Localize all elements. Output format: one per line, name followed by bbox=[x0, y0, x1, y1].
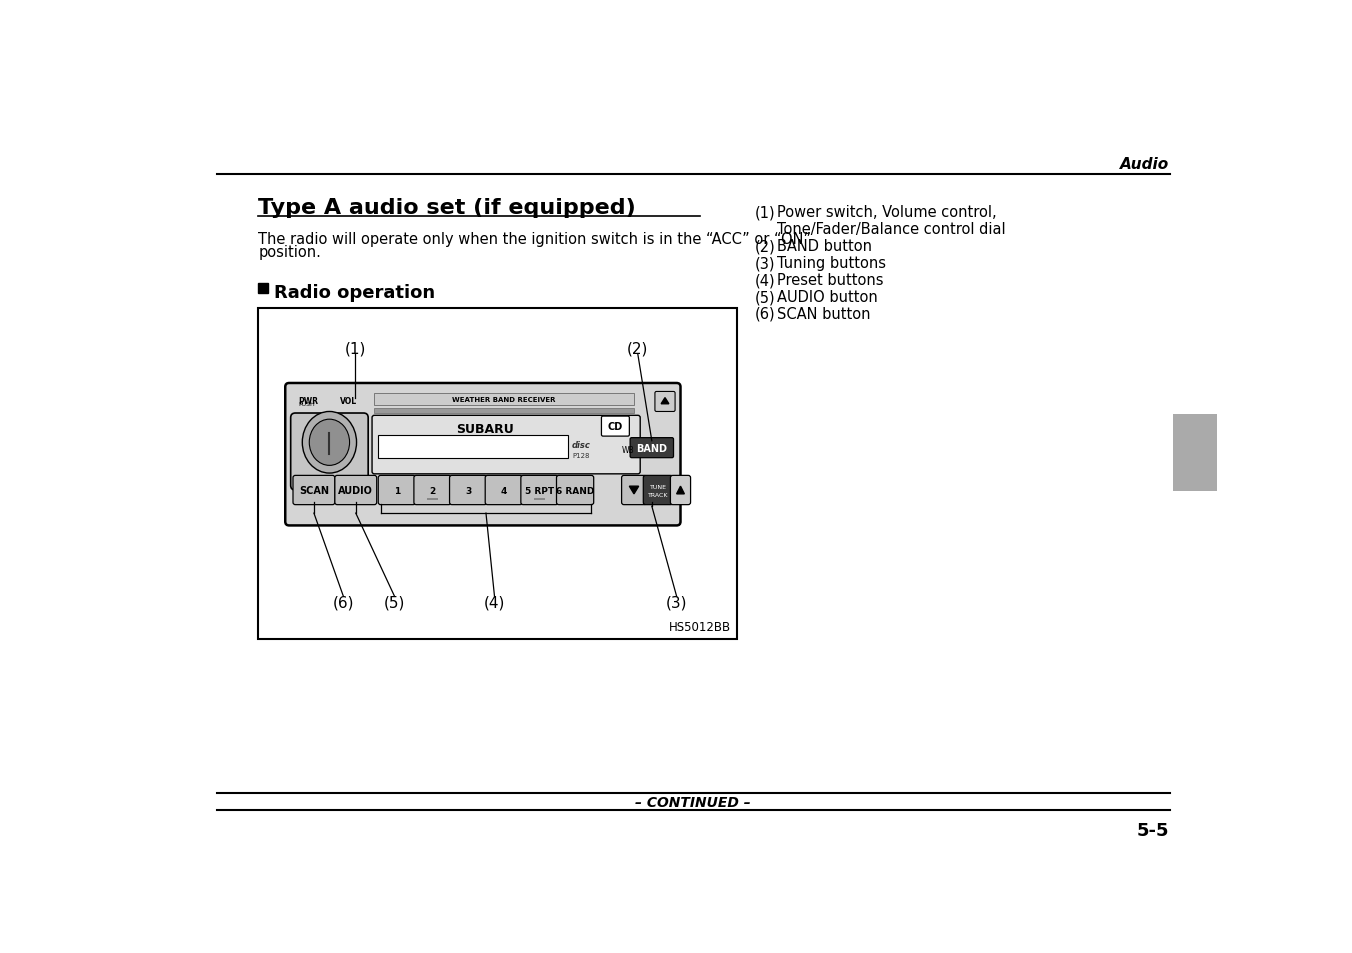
Text: position.: position. bbox=[258, 245, 320, 260]
Text: HS5012BB: HS5012BB bbox=[669, 620, 731, 634]
FancyBboxPatch shape bbox=[293, 476, 335, 505]
Text: (3): (3) bbox=[667, 596, 687, 610]
Text: P128: P128 bbox=[572, 452, 589, 458]
FancyBboxPatch shape bbox=[335, 476, 377, 505]
Bar bbox=[258, 309, 737, 639]
Text: CD: CD bbox=[608, 421, 623, 432]
Text: TUNE: TUNE bbox=[649, 484, 667, 489]
Bar bbox=[379, 436, 568, 458]
Text: 1: 1 bbox=[393, 486, 400, 495]
FancyBboxPatch shape bbox=[644, 476, 673, 505]
Text: PUSH: PUSH bbox=[299, 402, 315, 407]
FancyBboxPatch shape bbox=[450, 476, 487, 505]
Text: Audio: Audio bbox=[1119, 156, 1168, 172]
Text: The radio will operate only when the ignition switch is in the “ACC” or “ON”: The radio will operate only when the ign… bbox=[258, 232, 811, 246]
FancyBboxPatch shape bbox=[602, 416, 629, 436]
Text: Radio operation: Radio operation bbox=[274, 284, 435, 301]
FancyBboxPatch shape bbox=[671, 476, 691, 505]
Bar bbox=[427, 498, 438, 500]
Text: – CONTINUED –: – CONTINUED – bbox=[635, 795, 750, 809]
Bar bbox=[375, 394, 634, 406]
Text: (5): (5) bbox=[384, 596, 406, 610]
Ellipse shape bbox=[303, 412, 357, 474]
Text: Tone/Fader/Balance control dial: Tone/Fader/Balance control dial bbox=[776, 222, 1006, 237]
FancyBboxPatch shape bbox=[557, 476, 594, 505]
Ellipse shape bbox=[310, 419, 350, 466]
Bar bbox=[258, 284, 268, 294]
FancyBboxPatch shape bbox=[654, 392, 675, 412]
Text: AUDIO: AUDIO bbox=[338, 485, 373, 496]
Text: (1): (1) bbox=[345, 341, 365, 356]
Bar bbox=[375, 408, 634, 414]
Text: 5 RPT: 5 RPT bbox=[525, 486, 554, 495]
Text: (4): (4) bbox=[484, 596, 506, 610]
FancyBboxPatch shape bbox=[285, 383, 680, 526]
Text: BAND button: BAND button bbox=[776, 239, 872, 253]
Text: BAND: BAND bbox=[637, 443, 668, 454]
Text: 5-5: 5-5 bbox=[1136, 821, 1168, 839]
Text: (6): (6) bbox=[333, 596, 354, 610]
Bar bbox=[534, 498, 545, 500]
Bar bbox=[1172, 415, 1217, 491]
Text: (5): (5) bbox=[754, 290, 776, 305]
Text: VOL: VOL bbox=[339, 396, 357, 406]
FancyBboxPatch shape bbox=[414, 476, 452, 505]
Text: Preset buttons: Preset buttons bbox=[776, 273, 883, 288]
FancyBboxPatch shape bbox=[521, 476, 558, 505]
FancyBboxPatch shape bbox=[622, 476, 646, 505]
Text: Tuning buttons: Tuning buttons bbox=[776, 256, 886, 271]
Polygon shape bbox=[629, 487, 638, 495]
Text: SCAN button: SCAN button bbox=[776, 307, 871, 322]
FancyBboxPatch shape bbox=[291, 414, 368, 491]
Text: (1): (1) bbox=[754, 205, 776, 220]
Text: (2): (2) bbox=[754, 239, 776, 253]
Text: AUDIO button: AUDIO button bbox=[776, 290, 877, 305]
Text: 2: 2 bbox=[430, 486, 435, 495]
Text: SUBARU: SUBARU bbox=[456, 422, 514, 436]
Text: 4: 4 bbox=[500, 486, 507, 495]
Text: 3: 3 bbox=[465, 486, 472, 495]
Text: PWR: PWR bbox=[299, 396, 319, 406]
Polygon shape bbox=[661, 398, 669, 404]
Text: TRACK: TRACK bbox=[648, 493, 668, 497]
Text: (6): (6) bbox=[754, 307, 776, 322]
FancyBboxPatch shape bbox=[485, 476, 522, 505]
Text: 6 RAND: 6 RAND bbox=[556, 486, 595, 495]
Text: (3): (3) bbox=[754, 256, 776, 271]
FancyBboxPatch shape bbox=[630, 438, 673, 458]
Text: SCAN: SCAN bbox=[299, 485, 329, 496]
Text: Power switch, Volume control,: Power switch, Volume control, bbox=[776, 205, 996, 220]
Text: WEATHER BAND RECEIVER: WEATHER BAND RECEIVER bbox=[453, 396, 556, 403]
Text: disc: disc bbox=[572, 440, 591, 450]
Polygon shape bbox=[676, 487, 684, 495]
Text: (2): (2) bbox=[627, 341, 649, 356]
Text: WB: WB bbox=[622, 446, 634, 455]
Text: (4): (4) bbox=[754, 273, 776, 288]
FancyBboxPatch shape bbox=[372, 416, 641, 475]
Text: Type A audio set (if equipped): Type A audio set (if equipped) bbox=[258, 197, 635, 217]
FancyBboxPatch shape bbox=[379, 476, 415, 505]
